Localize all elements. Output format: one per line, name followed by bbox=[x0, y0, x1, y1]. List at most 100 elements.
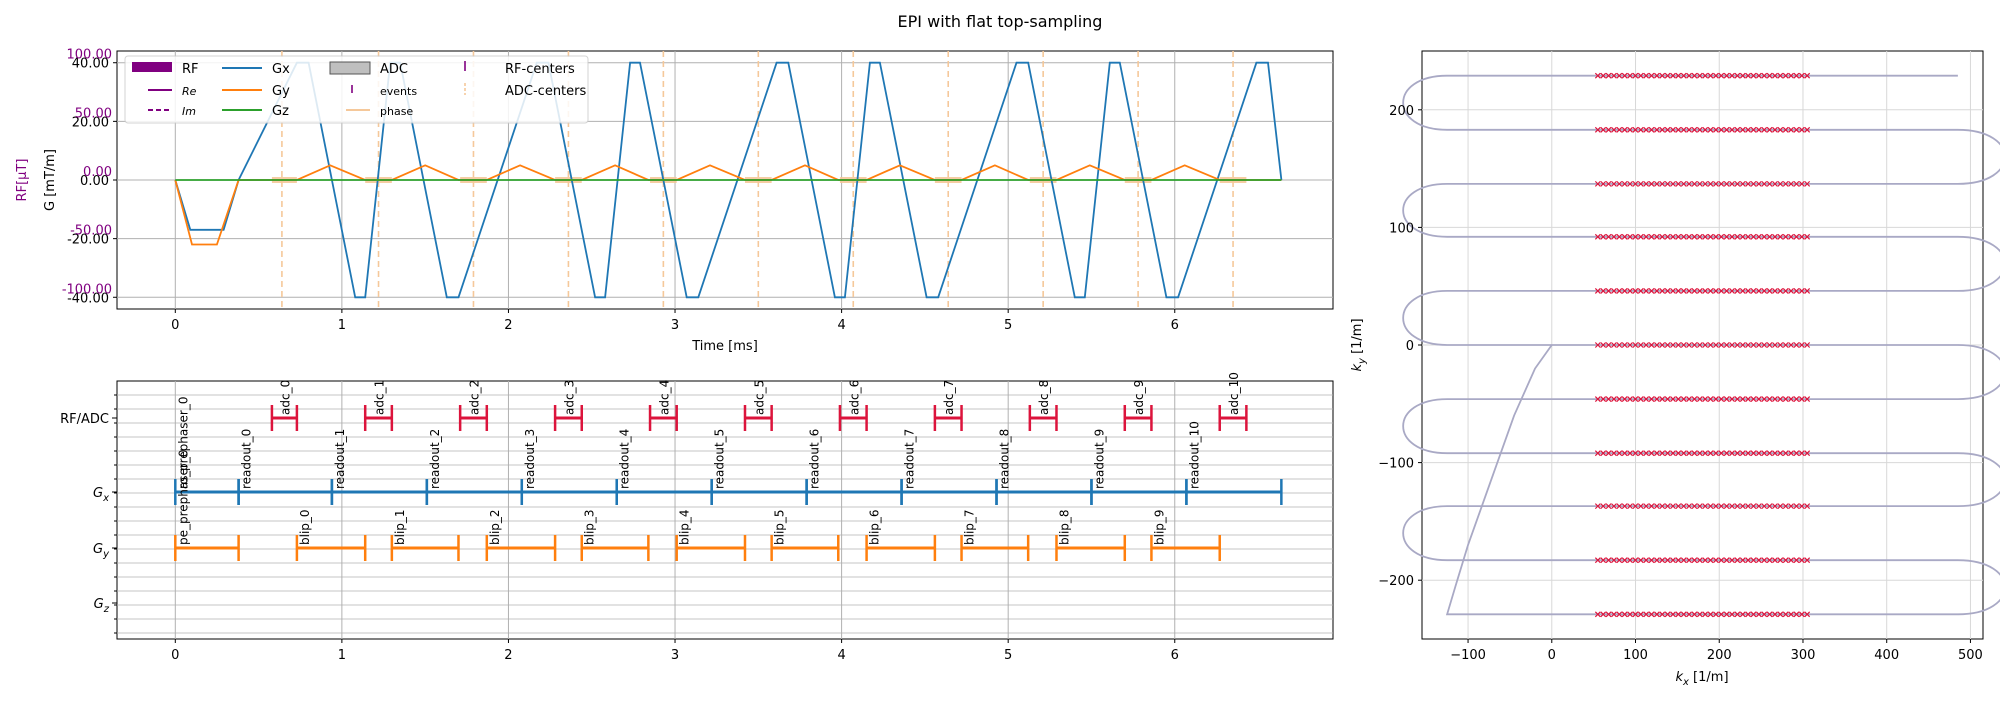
kspace-adc-sample bbox=[1664, 557, 1671, 564]
kspace-adc-sample bbox=[1777, 126, 1784, 133]
kspace-adc-sample bbox=[1729, 557, 1735, 564]
kspace-adc-sample bbox=[1659, 611, 1666, 618]
kspace-adc-sample bbox=[1755, 233, 1762, 240]
timeline-interval-label: readout_8 bbox=[998, 429, 1012, 489]
kspace-adc-sample bbox=[1755, 611, 1762, 618]
timeline-interval-label: readout_1 bbox=[333, 429, 347, 489]
kspace-adc-sample bbox=[1686, 342, 1693, 348]
kspace-adc-sample bbox=[1637, 126, 1644, 133]
timeline-interval-label: adc_9 bbox=[1132, 380, 1146, 415]
timeline-interval-label: blip_1 bbox=[393, 509, 407, 545]
kspace-adc-sample bbox=[1788, 72, 1794, 79]
kspace-adc-sample bbox=[1648, 503, 1655, 510]
kspace-adc-sample bbox=[1804, 342, 1811, 348]
kspace-adc-sample bbox=[1772, 503, 1778, 510]
kspace-adc-sample bbox=[1750, 503, 1757, 510]
kspace-adc-sample bbox=[1766, 180, 1773, 187]
kspace-adc-sample bbox=[1793, 450, 1800, 457]
kspace-adc-sample bbox=[1670, 396, 1676, 403]
kspace-adc-sample bbox=[1691, 557, 1698, 564]
kspace-adc-sample bbox=[1653, 72, 1660, 79]
kspace-adc-sample bbox=[1659, 126, 1666, 133]
legend-swatch-6 bbox=[329, 61, 371, 75]
figure-title: EPI with flat top-sampling bbox=[898, 12, 1103, 31]
waveform-y-tick-label: -20.00 bbox=[67, 233, 109, 248]
timeline-interval-label: adc_10 bbox=[1227, 372, 1241, 415]
kspace-adc-sample bbox=[1734, 557, 1741, 564]
kspace-adc-sample bbox=[1664, 233, 1671, 240]
kspace-adc-sample bbox=[1680, 611, 1687, 618]
kspace-adc-sample bbox=[1723, 287, 1730, 294]
kspace-adc-sample bbox=[1798, 503, 1805, 510]
kspace-adc-sample bbox=[1616, 503, 1623, 510]
kspace-adc-sample bbox=[1600, 180, 1607, 187]
kspace-adc-sample bbox=[1643, 126, 1650, 133]
kspace-x-axis-unit: [1/m] bbox=[1689, 670, 1729, 685]
kspace-adc-sample bbox=[1653, 342, 1660, 348]
kspace-adc-sample bbox=[1680, 233, 1687, 240]
kspace-adc-sample bbox=[1739, 233, 1746, 240]
kspace-adc-sample bbox=[1594, 180, 1601, 187]
kspace-adc-sample bbox=[1680, 126, 1687, 133]
kspace-adc-sample bbox=[1670, 72, 1676, 79]
kspace-adc-sample bbox=[1723, 126, 1730, 133]
kspace-adc-sample bbox=[1804, 611, 1811, 618]
timeline-interval-label: blip_0 bbox=[298, 509, 312, 545]
kspace-adc-sample bbox=[1594, 557, 1601, 564]
kspace-adc-sample bbox=[1766, 503, 1773, 510]
waveform-ticks: 0 1 2 3 4 5 6 -40.00 -20.00 0.00 20.00 40.00 -100.00… bbox=[62, 48, 1179, 333]
kspace-adc-sample bbox=[1632, 503, 1639, 510]
kspace-adc-sample bbox=[1793, 126, 1800, 133]
timeline-interval-label: blip_8 bbox=[1057, 509, 1071, 545]
kspace-adc-sample bbox=[1605, 233, 1612, 240]
kspace-adc-sample bbox=[1782, 233, 1789, 240]
timeline-row-label-main: G bbox=[93, 486, 103, 501]
kspace-adc-sample bbox=[1664, 450, 1671, 457]
kspace-adc-sample bbox=[1632, 180, 1639, 187]
kspace-adc-sample bbox=[1686, 72, 1693, 79]
kspace-adc-sample bbox=[1793, 233, 1800, 240]
kspace-adc-sample bbox=[1600, 342, 1607, 348]
kspace-adc-sample bbox=[1772, 180, 1778, 187]
kspace-adc-sample bbox=[1648, 557, 1655, 564]
legend-label-9: RF-centers bbox=[505, 62, 575, 77]
kspace-adc-sample bbox=[1729, 233, 1735, 240]
kspace-adc-sample bbox=[1594, 287, 1601, 294]
timeline-row-label-sub: y bbox=[102, 549, 110, 560]
kspace-adc-sample bbox=[1729, 126, 1735, 133]
kspace-adc-sample bbox=[1739, 180, 1746, 187]
kspace-adc-sample bbox=[1664, 611, 1671, 618]
kspace-adc-sample bbox=[1793, 180, 1800, 187]
kspace-adc-sample bbox=[1686, 503, 1693, 510]
kspace-adc-sample bbox=[1696, 342, 1703, 348]
kspace-adc-sample bbox=[1616, 233, 1623, 240]
kspace-adc-sample bbox=[1643, 287, 1650, 294]
kspace-adc-sample bbox=[1611, 72, 1617, 79]
kspace-adc-sample bbox=[1777, 503, 1784, 510]
kspace-adc-sample bbox=[1755, 503, 1762, 510]
waveform-series-gx bbox=[174, 61, 1283, 299]
kspace-adc-sample bbox=[1702, 342, 1709, 348]
kspace-y-tick-label: −100 bbox=[1378, 457, 1414, 472]
kspace-adc-sample bbox=[1718, 287, 1725, 294]
waveform-x-tick-label: 6 bbox=[1171, 318, 1179, 333]
timeline-interval-label: blip_4 bbox=[678, 509, 692, 545]
kspace-adc-sample bbox=[1600, 72, 1607, 79]
timeline-row-label: Gy bbox=[93, 542, 110, 560]
kspace-adc-sample bbox=[1659, 180, 1666, 187]
kspace-adc-sample bbox=[1659, 233, 1666, 240]
waveform-y-tick-label: 20.00 bbox=[72, 115, 109, 130]
kspace-adc-sample bbox=[1772, 126, 1778, 133]
kspace-adc-sample bbox=[1772, 72, 1778, 79]
waveform-x-tick-label: 1 bbox=[338, 318, 346, 333]
kspace-adc-sample bbox=[1643, 180, 1650, 187]
kspace-adc-sample bbox=[1761, 180, 1768, 187]
kspace-adc-sample bbox=[1600, 287, 1607, 294]
kspace-adc-sample bbox=[1686, 557, 1693, 564]
kspace-y-tick-label: −200 bbox=[1378, 574, 1414, 589]
kspace-adc-sample bbox=[1766, 342, 1773, 348]
kspace-adc-sample bbox=[1605, 180, 1612, 187]
kspace-adc-sample bbox=[1750, 287, 1757, 294]
kspace-adc-sample bbox=[1712, 180, 1719, 187]
legend-label-7: events bbox=[380, 85, 417, 98]
